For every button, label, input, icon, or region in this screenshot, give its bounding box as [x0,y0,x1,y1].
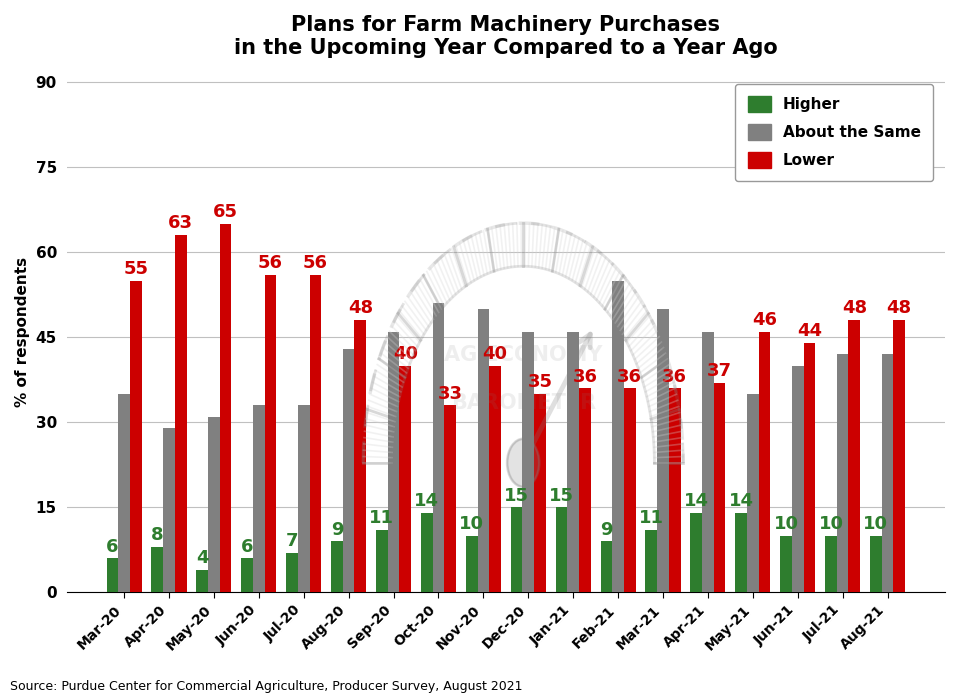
Bar [241,558,253,592]
Bar [702,332,713,592]
Text: 14: 14 [729,492,754,510]
Y-axis label: % of respondents: % of respondents [15,257,30,406]
Text: 48: 48 [842,299,867,317]
Bar [331,541,343,592]
Bar [669,388,681,592]
Bar [107,558,118,592]
Bar [624,388,636,592]
Bar [253,405,265,592]
Text: 9: 9 [330,521,344,539]
Text: 36: 36 [572,367,597,386]
Bar [197,570,208,592]
Bar [534,394,546,592]
Bar [804,343,815,592]
Text: 4: 4 [196,549,208,567]
Text: 37: 37 [708,362,732,380]
Text: AG ECONOMY: AG ECONOMY [444,345,603,365]
Bar [388,332,399,592]
Bar [690,513,702,592]
Text: 15: 15 [504,487,529,505]
Bar [747,394,758,592]
Text: 6: 6 [107,537,119,555]
Text: 10: 10 [819,515,844,533]
Bar [420,513,433,592]
Bar [163,428,175,592]
Text: 11: 11 [638,509,663,528]
Text: 10: 10 [863,515,888,533]
Bar [556,507,567,592]
Text: 44: 44 [797,322,822,340]
Bar [522,332,534,592]
Bar [579,388,590,592]
Title: Plans for Farm Machinery Purchases
in the Upcoming Year Compared to a Year Ago: Plans for Farm Machinery Purchases in th… [234,15,778,58]
Bar [780,536,792,592]
Bar [758,332,770,592]
Text: 10: 10 [459,515,484,533]
Bar [601,541,612,592]
Bar [837,354,849,592]
Text: 40: 40 [393,345,418,363]
Bar [309,275,322,592]
Bar [894,320,905,592]
Text: 7: 7 [286,532,299,550]
Bar [735,513,747,592]
Bar [343,349,354,592]
Text: 14: 14 [415,492,440,510]
Text: 36: 36 [662,367,687,386]
Text: 56: 56 [258,254,283,272]
Bar [175,235,186,592]
Bar [881,354,894,592]
Text: 9: 9 [600,521,612,539]
Bar [220,224,231,592]
Text: BAROMETER: BAROMETER [450,393,596,413]
Text: 40: 40 [483,345,508,363]
Bar [444,405,456,592]
Bar [376,530,388,592]
Bar [612,280,624,592]
Bar [658,309,669,592]
Bar [466,536,477,592]
Bar [433,303,444,592]
Circle shape [507,439,540,487]
Text: 48: 48 [887,299,912,317]
Bar [792,365,804,592]
Bar [477,309,490,592]
Bar [399,365,411,592]
Bar [286,553,298,592]
Text: Source: Purdue Center for Commercial Agriculture, Producer Survey, August 2021: Source: Purdue Center for Commercial Agr… [10,679,522,693]
Text: 36: 36 [617,367,642,386]
Bar [130,280,142,592]
Text: 8: 8 [151,526,163,544]
Bar [870,536,881,592]
Bar [713,383,726,592]
Text: 15: 15 [549,487,574,505]
Text: 63: 63 [168,214,193,232]
Text: 56: 56 [303,254,328,272]
Bar [118,394,130,592]
Text: 6: 6 [241,537,253,555]
Bar [511,507,522,592]
Text: 35: 35 [527,373,552,391]
Legend: Higher, About the Same, Lower: Higher, About the Same, Lower [735,84,933,180]
Bar [645,530,658,592]
Text: 14: 14 [684,492,708,510]
Text: 55: 55 [123,260,148,278]
Text: 11: 11 [370,509,395,528]
Bar [208,417,220,592]
Text: 46: 46 [752,311,777,329]
Text: 48: 48 [348,299,372,317]
Bar [265,275,276,592]
Bar [354,320,366,592]
Bar [298,405,309,592]
Bar [826,536,837,592]
Text: 33: 33 [438,384,463,402]
Text: 65: 65 [213,203,238,221]
Bar [567,332,579,592]
Bar [490,365,501,592]
Text: 10: 10 [774,515,799,533]
Bar [849,320,860,592]
Bar [152,547,163,592]
